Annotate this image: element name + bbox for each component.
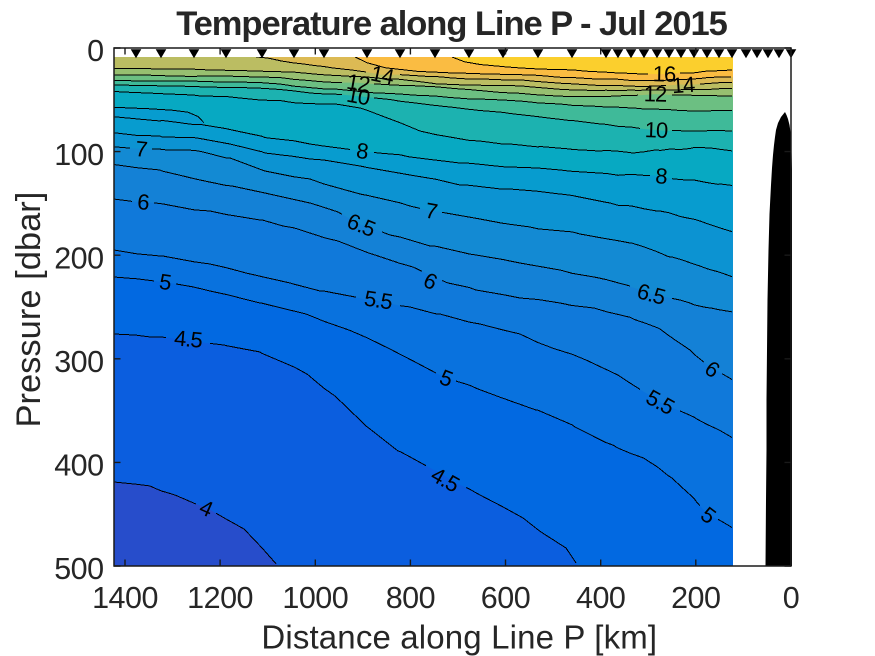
- svg-text:1000: 1000: [282, 581, 348, 615]
- svg-text:14: 14: [671, 72, 696, 99]
- svg-text:400: 400: [54, 449, 103, 483]
- svg-text:200: 200: [671, 581, 720, 615]
- svg-text:10: 10: [644, 117, 668, 143]
- svg-text:7: 7: [423, 198, 439, 225]
- svg-text:6: 6: [136, 189, 150, 215]
- svg-text:600: 600: [481, 581, 530, 615]
- svg-text:5: 5: [158, 269, 173, 295]
- svg-text:200: 200: [54, 241, 103, 275]
- svg-text:800: 800: [386, 581, 435, 615]
- svg-text:12: 12: [644, 81, 668, 106]
- svg-text:16: 16: [653, 61, 677, 86]
- svg-text:1200: 1200: [187, 581, 253, 615]
- svg-text:1400: 1400: [92, 581, 158, 615]
- svg-text:Pressure [dbar]: Pressure [dbar]: [10, 192, 48, 428]
- svg-text:7: 7: [134, 136, 149, 162]
- svg-text:12: 12: [345, 69, 372, 98]
- svg-text:0: 0: [783, 581, 799, 615]
- svg-text:Distance along Line P [km]: Distance along Line P [km]: [261, 619, 657, 656]
- svg-text:500: 500: [54, 552, 103, 586]
- svg-text:8: 8: [355, 138, 370, 164]
- svg-text:Temperature along Line P - Jul: Temperature along Line P - Jul 2015: [176, 5, 727, 43]
- svg-text:100: 100: [54, 138, 103, 172]
- svg-text:8: 8: [655, 163, 669, 189]
- svg-text:10: 10: [345, 82, 372, 111]
- svg-text:300: 300: [54, 345, 103, 379]
- svg-text:400: 400: [576, 581, 625, 615]
- svg-text:0: 0: [87, 34, 103, 68]
- svg-text:4.5: 4.5: [173, 325, 203, 352]
- svg-text:5.5: 5.5: [362, 285, 394, 314]
